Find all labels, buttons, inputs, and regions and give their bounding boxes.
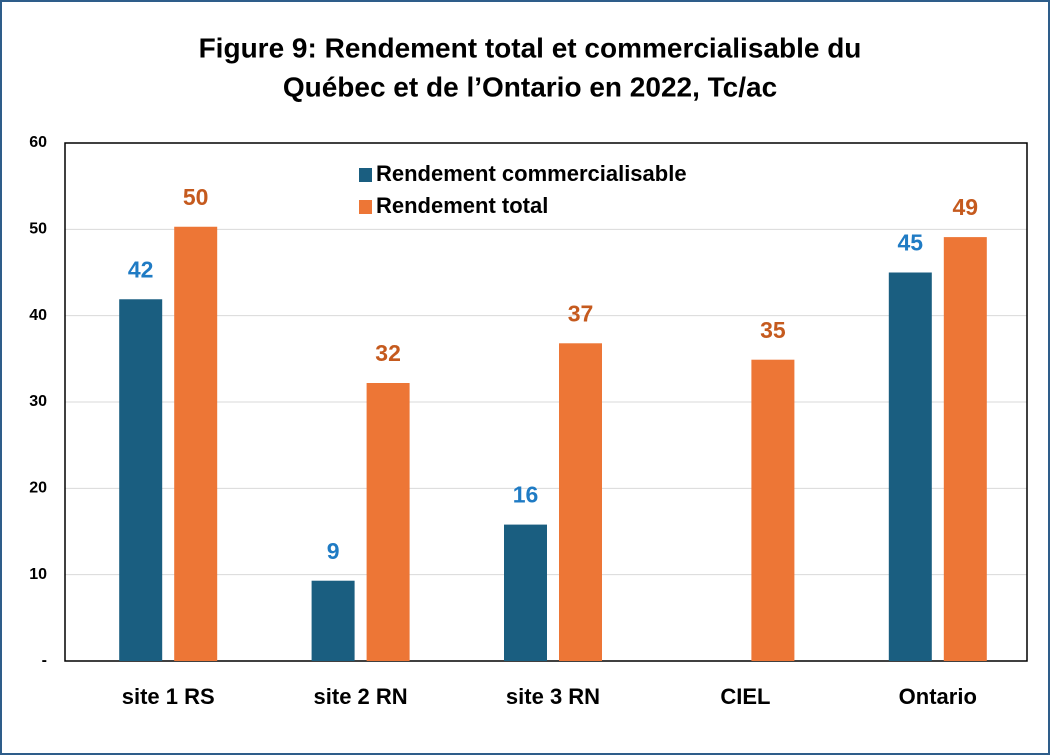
bar <box>366 383 410 661</box>
data-label: 42 <box>128 256 154 282</box>
bar <box>559 343 602 661</box>
data-label: 9 <box>327 538 340 564</box>
bar <box>751 359 795 661</box>
y-tick-label: 40 <box>29 307 47 324</box>
x-tick-label: site 1 RS <box>122 684 215 709</box>
chart-title: Figure 9: Rendement total et commerciali… <box>199 32 862 63</box>
bar <box>119 299 163 661</box>
legend-swatch <box>359 200 372 214</box>
x-tick-label: CIEL <box>720 684 770 709</box>
x-tick-label: site 3 RN <box>506 684 600 709</box>
y-tick-label: 50 <box>29 221 47 238</box>
bar <box>888 272 932 661</box>
y-tick-label: 20 <box>29 480 47 497</box>
y-tick-label: 30 <box>29 393 47 410</box>
legend-label: Rendement total <box>376 193 548 218</box>
data-label: 32 <box>375 340 401 366</box>
data-label: 37 <box>568 300 594 326</box>
data-label: 49 <box>953 194 979 220</box>
data-label: 50 <box>183 184 209 210</box>
bar <box>943 237 987 661</box>
x-tick-label: Ontario <box>899 684 977 709</box>
data-label: 35 <box>760 317 786 343</box>
x-tick-label: site 2 RN <box>314 684 408 709</box>
chart-title: Québec et de l’Ontario en 2022, Tc/ac <box>283 71 777 102</box>
legend-label: Rendement commercialisable <box>376 161 687 186</box>
bar <box>174 226 218 661</box>
y-tick-label: - <box>42 652 47 669</box>
bar <box>504 524 547 661</box>
y-tick-label: 60 <box>29 134 47 151</box>
legend-swatch <box>359 168 372 182</box>
data-label: 45 <box>898 230 924 256</box>
data-label: 16 <box>513 482 539 508</box>
y-tick-label: 10 <box>29 566 47 583</box>
bar <box>311 580 355 661</box>
